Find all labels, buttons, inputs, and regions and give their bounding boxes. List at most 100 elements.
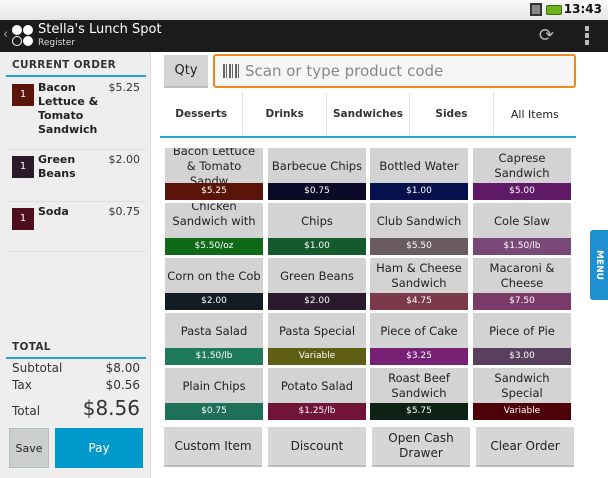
product-name: Bacon Lettuce & Tomato Sandw... [172, 148, 256, 188]
product-name: Pasta Salad [180, 323, 248, 338]
product-price: $5.50/oz [165, 238, 263, 255]
product-tile[interactable]: Roast Beef Sandwich $5.75 [370, 368, 468, 420]
order-item-price: $2.00 [108, 153, 141, 166]
tab-sandwiches[interactable]: Sandwiches [327, 92, 411, 136]
product-tile[interactable]: Corn on the Cob $2.00 [165, 258, 263, 310]
order-item-price: $0.75 [108, 205, 141, 218]
product-tile[interactable]: Pasta Salad $1.50/lb [165, 313, 263, 365]
product-price: $4.75 [370, 293, 468, 310]
product-tile[interactable]: Green Beans $2.00 [268, 258, 366, 310]
product-name: Barbecue Chips [271, 158, 363, 173]
app-subtitle: Register [38, 38, 76, 48]
product-price: Variable [473, 403, 571, 420]
total-row: Total $8.56 [12, 396, 140, 420]
tab-all-items[interactable]: All Items [510, 107, 559, 121]
product-tile[interactable]: Bacon Lettuce & Tomato Sandw... $5.25 [165, 148, 263, 200]
category-tabs: Desserts Drinks Sandwiches Sides All Items [160, 92, 576, 138]
clear-order-button[interactable]: Clear Order [476, 427, 574, 467]
open-cash-drawer-button[interactable]: Open Cash Drawer [372, 427, 470, 467]
tab-sides[interactable]: Sides [410, 92, 494, 136]
product-tile[interactable]: Potato Salad $1.25/lb [268, 368, 366, 420]
pay-button[interactable]: Pay [55, 428, 143, 468]
order-panel: CURRENT ORDER 1 Bacon Lettuce & Tomato Sa… [0, 52, 151, 478]
app-title: Stella's Lunch Spot [38, 22, 162, 37]
status-bar: 13:43 [0, 0, 608, 20]
back-chevron-icon[interactable]: ‹ [3, 27, 9, 42]
order-item[interactable]: 1 Bacon Lettuce & Tomato Sandwich $5.25 [6, 78, 146, 150]
product-name: Piece of Cake [380, 323, 458, 338]
product-name: Ham & Cheese Sandwich [376, 261, 462, 290]
action-bar: ‹ Stella's Lunch Spot Register ⟳ [0, 20, 608, 52]
product-name: Bottled Water [379, 158, 459, 173]
product-name: Cole Slaw [494, 213, 550, 228]
network-icon [530, 3, 542, 16]
tax-value: $0.56 [105, 378, 140, 392]
discount-button[interactable]: Discount [268, 427, 366, 467]
product-name: Corn on the Cob [167, 268, 261, 283]
order-item-qty: 1 [12, 156, 34, 178]
product-tile[interactable]: Cole Slaw $1.50/lb [473, 203, 571, 255]
order-item-name: Soda [38, 205, 69, 218]
product-price: $3.00 [473, 348, 571, 365]
product-price: $5.75 [370, 403, 468, 420]
product-tile[interactable]: Bottled Water $1.00 [370, 148, 468, 200]
product-tile[interactable]: Macaroni & Cheese $7.50 [473, 258, 571, 310]
tab-drinks[interactable]: Drinks [243, 92, 327, 136]
product-price: $2.00 [268, 293, 366, 310]
order-item-name: Green Beans [38, 153, 76, 180]
product-price: $1.50/lb [473, 238, 571, 255]
product-tile[interactable]: Club Sandwich $5.50 [370, 203, 468, 255]
product-tile[interactable]: Chips $1.00 [268, 203, 366, 255]
divider [6, 357, 146, 359]
total-label: Total [12, 404, 41, 418]
product-name: Caprese Sandwich [494, 151, 550, 180]
overflow-menu-icon[interactable] [585, 26, 590, 47]
tax-label: Tax [12, 378, 32, 392]
product-price: $1.00 [370, 183, 468, 200]
battery-icon [546, 5, 562, 15]
product-price: Variable [268, 348, 366, 365]
app-logo-icon[interactable] [12, 24, 34, 48]
product-tile[interactable]: Sandwich Special Variable [473, 368, 571, 420]
total-heading: TOTAL [12, 341, 51, 353]
product-price: $5.50 [370, 238, 468, 255]
refresh-icon[interactable]: ⟳ [538, 25, 554, 46]
product-price: $5.25 [165, 183, 263, 200]
product-name: Plain Chips [182, 378, 246, 393]
product-tile[interactable]: Chicken Sandwich with ... $5.50/oz [165, 203, 263, 255]
order-item[interactable]: 1 Soda $0.75 [6, 202, 146, 252]
product-tile[interactable]: Pasta Special Variable [268, 313, 366, 365]
subtotal-label: Subtotal [12, 361, 63, 375]
save-button[interactable]: Save [9, 428, 49, 468]
product-price: $0.75 [165, 403, 263, 420]
product-tile[interactable]: Piece of Pie $3.00 [473, 313, 571, 365]
product-name: Club Sandwich [376, 213, 462, 228]
search-placeholder: Scan or type product code [245, 62, 444, 80]
product-name: Chicken Sandwich with ... [172, 203, 256, 243]
product-name: Piece of Pie [489, 323, 555, 338]
product-tile[interactable]: Ham & Cheese Sandwich $4.75 [370, 258, 468, 310]
product-tile[interactable]: Plain Chips $0.75 [165, 368, 263, 420]
custom-item-button[interactable]: Custom Item [164, 427, 262, 467]
order-item[interactable]: 1 Green Beans $2.00 [6, 150, 146, 202]
subtotal-value: $8.00 [105, 361, 140, 375]
tab-desserts[interactable]: Desserts [160, 92, 244, 136]
product-price: $0.75 [268, 183, 366, 200]
product-tile[interactable]: Piece of Cake $3.25 [370, 313, 468, 365]
product-name: Sandwich Special [494, 371, 550, 400]
menu-drawer-handle[interactable]: MENU [590, 230, 608, 300]
order-item-price: $5.25 [108, 81, 141, 94]
product-price: $1.50/lb [165, 348, 263, 365]
product-tile[interactable]: Caprese Sandwich $5.00 [473, 148, 571, 200]
product-price: $1.25/lb [268, 403, 366, 420]
order-item-qty: 1 [12, 84, 34, 106]
product-tile[interactable]: Barbecue Chips $0.75 [268, 148, 366, 200]
product-name: Macaroni & Cheese [489, 261, 555, 290]
qty-button[interactable]: Qty [164, 55, 208, 88]
product-search-input[interactable]: Scan or type product code [213, 54, 576, 88]
product-price: $5.00 [473, 183, 571, 200]
order-item-name: Bacon Lettuce & Tomato Sandwich [38, 81, 99, 136]
subtotal-row: Subtotal $8.00 [12, 361, 140, 375]
product-price: $1.00 [268, 238, 366, 255]
product-name: Pasta Special [278, 323, 356, 338]
